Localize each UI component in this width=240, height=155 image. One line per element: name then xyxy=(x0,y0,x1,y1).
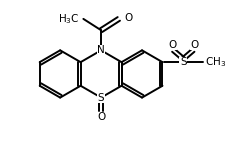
Text: O: O xyxy=(190,40,198,50)
Text: S: S xyxy=(98,93,104,103)
Text: O: O xyxy=(168,40,176,50)
Text: N: N xyxy=(97,45,105,55)
Text: CH$_3$: CH$_3$ xyxy=(204,55,226,69)
Text: S: S xyxy=(180,57,187,67)
Text: O: O xyxy=(97,112,105,122)
Text: H$_3$C: H$_3$C xyxy=(58,12,79,26)
Text: O: O xyxy=(124,13,132,23)
